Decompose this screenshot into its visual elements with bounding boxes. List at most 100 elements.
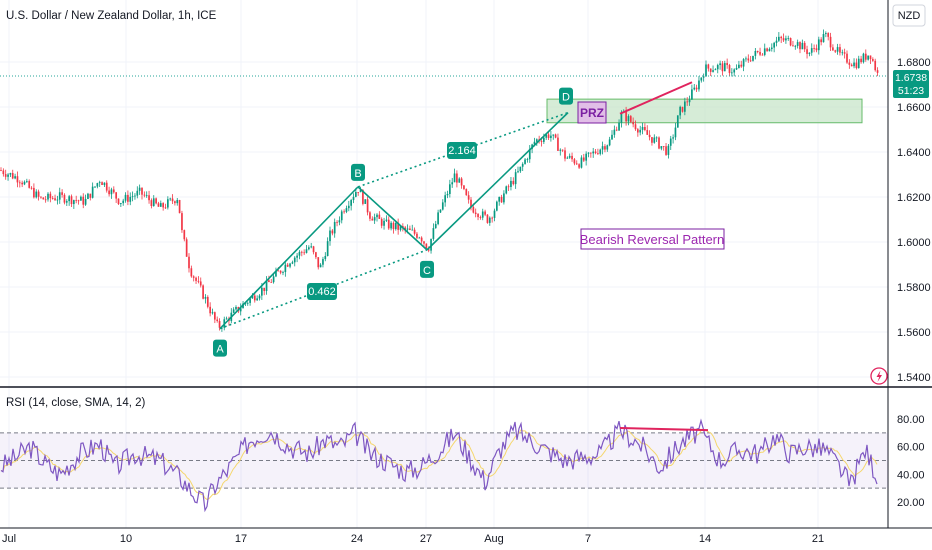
candle-body	[392, 222, 395, 230]
candle-body	[498, 196, 501, 202]
candle-body	[780, 36, 783, 39]
currency-text: NZD	[898, 10, 921, 22]
candle-body	[387, 219, 390, 229]
candle-body	[688, 99, 691, 103]
candle-body	[225, 318, 228, 320]
candle-body	[528, 148, 531, 160]
candle-body	[427, 249, 430, 251]
candle-body	[832, 47, 834, 51]
pattern-leg-ab	[219, 186, 359, 330]
price-tick-label: 1.5400	[897, 372, 931, 384]
candle-body	[550, 135, 552, 138]
candle-body	[399, 226, 402, 230]
candle-body	[54, 198, 56, 201]
candle-body	[70, 196, 73, 205]
candle-body	[84, 198, 87, 205]
candle-body	[331, 230, 334, 234]
rsi-title: RSI (14, close, SMA, 14, 2)	[6, 397, 146, 409]
rsi-axis[interactable]: 80.00 60.00 40.00 20.00	[897, 414, 925, 509]
candle-body	[634, 124, 637, 130]
candle-body	[604, 146, 606, 150]
candle-body	[312, 246, 315, 253]
candle-body	[716, 65, 719, 70]
harmonic-pattern	[219, 111, 569, 330]
candle-body	[145, 195, 148, 197]
candle-body	[848, 62, 851, 65]
candle-body	[644, 127, 646, 131]
time-tick-label: 27	[420, 533, 432, 545]
candle-body	[371, 218, 374, 221]
candle-body	[561, 149, 564, 151]
candle-body	[319, 264, 322, 268]
candle-body	[216, 319, 219, 322]
candle-body	[148, 195, 150, 201]
candle-body	[857, 58, 860, 69]
price-tick-label: 1.5800	[897, 282, 931, 294]
candle-body	[449, 184, 451, 194]
candle-body	[2, 170, 5, 175]
candle-body	[423, 241, 425, 244]
candle-body	[726, 63, 728, 66]
candle-body	[49, 193, 52, 199]
candle-body	[761, 54, 764, 56]
candle-body	[115, 192, 117, 199]
candle-body	[843, 52, 846, 54]
candle-body	[340, 211, 343, 221]
candle-body	[599, 149, 602, 154]
candle-body	[338, 220, 341, 223]
candle-body	[82, 196, 85, 205]
candle-body	[134, 195, 136, 197]
currency-badge[interactable]: NZD	[892, 4, 926, 27]
rsi-tick-label: 40.00	[897, 469, 925, 481]
candle-body	[120, 203, 122, 205]
candle-body	[14, 176, 16, 179]
candle-body	[575, 163, 578, 165]
candle-body	[613, 129, 616, 135]
candle-body	[817, 39, 820, 51]
candle-body	[162, 203, 164, 208]
candle-body	[425, 243, 428, 250]
annotation-text: Bearish Reversal Pattern	[580, 232, 725, 247]
price-tick-label: 1.5600	[897, 327, 931, 339]
ratio-label-ac: 0.462	[307, 283, 337, 300]
candle-body	[463, 185, 465, 190]
candle-body	[500, 196, 503, 203]
candle-body	[138, 187, 141, 191]
candle-body	[402, 226, 404, 228]
lightning-icon[interactable]	[870, 367, 888, 385]
candle-body	[519, 166, 522, 172]
candle-body	[397, 222, 399, 230]
candle-body	[277, 270, 280, 272]
time-tick-label: 7	[585, 533, 591, 545]
price-axis[interactable]: 1.6800 1.6600 1.6400 1.6200 1.6000 1.5800 1.56…	[897, 57, 931, 384]
candle-body	[456, 173, 458, 183]
chart-title: U.S. Dollar / New Zealand Dollar, 1h, IC…	[6, 10, 217, 22]
last-price-text: 1.6738	[895, 72, 927, 84]
candle-body	[453, 173, 456, 183]
candle-body	[625, 111, 627, 122]
candle-body	[202, 285, 204, 299]
candle-body	[68, 196, 70, 202]
candle-body	[209, 306, 211, 314]
candle-body	[735, 67, 738, 70]
candle-body	[702, 76, 705, 78]
candle-body	[637, 129, 639, 133]
rsi-levels	[0, 432, 888, 489]
candle-body	[662, 146, 665, 147]
candle-body	[155, 198, 157, 204]
candle-body	[505, 186, 508, 194]
candle-body	[806, 49, 808, 54]
pattern-annotation: Bearish Reversal Pattern	[580, 228, 725, 250]
candle-body	[759, 51, 761, 55]
candle-body	[129, 196, 132, 202]
candle-body	[524, 159, 526, 164]
candle-body	[413, 229, 416, 234]
candle-body	[141, 187, 143, 195]
candle-body	[199, 281, 202, 286]
candle-body	[300, 251, 303, 253]
candle-body	[592, 151, 595, 154]
candle-body	[839, 47, 841, 53]
time-axis[interactable]: Jul 10 17 24 27 Aug 7 14 21	[2, 533, 824, 545]
candle-body	[488, 217, 491, 223]
